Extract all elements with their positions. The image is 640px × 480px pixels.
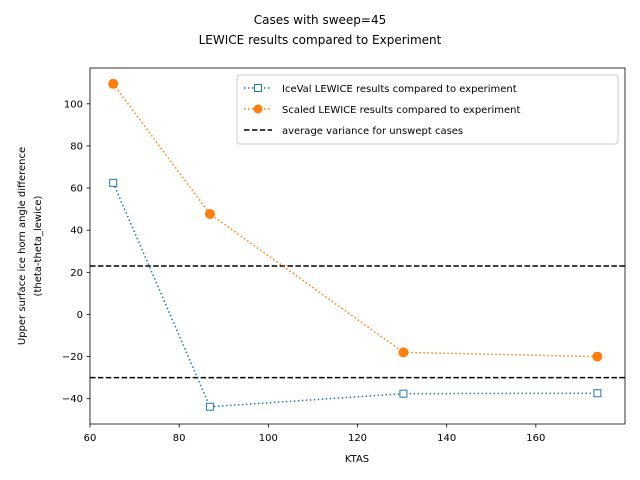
- legend-box: [236, 74, 619, 145]
- series-0-point-2: [399, 389, 408, 398]
- x-axis-label: KTAS: [345, 454, 369, 465]
- x-tick-label-1: 80: [173, 433, 186, 444]
- x-tick-label-3: 120: [348, 433, 367, 444]
- x-tick-label-4: 140: [437, 433, 456, 444]
- x-tick-label-0: 60: [84, 433, 97, 444]
- y-tick-label-0: −40: [62, 394, 83, 405]
- legend-label-1: Scaled LEWICE results compared to experi…: [282, 105, 520, 116]
- x-tick-label-5: 160: [526, 433, 545, 444]
- y-tick-label-6: 80: [70, 141, 83, 152]
- legend-label-0: IceVal LEWICE results compared to experi…: [282, 84, 517, 95]
- series-1-point-0: [108, 78, 119, 89]
- series-line-0: [112, 182, 598, 408]
- chart-subtitle: LEWICE results compared to Experiment: [199, 33, 442, 47]
- series-0-point-1: [205, 402, 214, 411]
- legend-marker-1: [253, 104, 263, 114]
- chart-title: Cases with sweep=45: [254, 13, 386, 27]
- series-1-point-2: [398, 347, 409, 358]
- series-1-point-3: [592, 351, 603, 362]
- y-axis-label: Upper surface ice horn angle difference: [17, 147, 28, 345]
- y-tick-label-2: 0: [77, 310, 83, 321]
- series-0-point-3: [593, 389, 602, 398]
- legend-marker-0: [254, 84, 262, 92]
- x-tick-label-2: 100: [259, 433, 278, 444]
- series-line-1: [112, 83, 598, 358]
- y-tick-label-7: 100: [64, 99, 83, 110]
- y-tick-label-5: 60: [70, 184, 83, 195]
- series-1-point-1: [204, 208, 215, 219]
- y-tick-label-1: −20: [62, 352, 83, 363]
- y-axis-label-secondary: (theta-theta_lewice): [33, 195, 44, 296]
- series-0-point-0: [109, 178, 118, 187]
- legend-label-2: average variance for unswept cases: [282, 126, 463, 137]
- plot-area: 60 80 100 120 140 160 −40 −20 0 20 40 60 80 100: [62, 67, 626, 444]
- y-tick-label-4: 40: [70, 226, 83, 237]
- y-tick-label-3: 20: [70, 268, 83, 279]
- legend: IceVal LEWICE results compared to experi…: [236, 74, 619, 145]
